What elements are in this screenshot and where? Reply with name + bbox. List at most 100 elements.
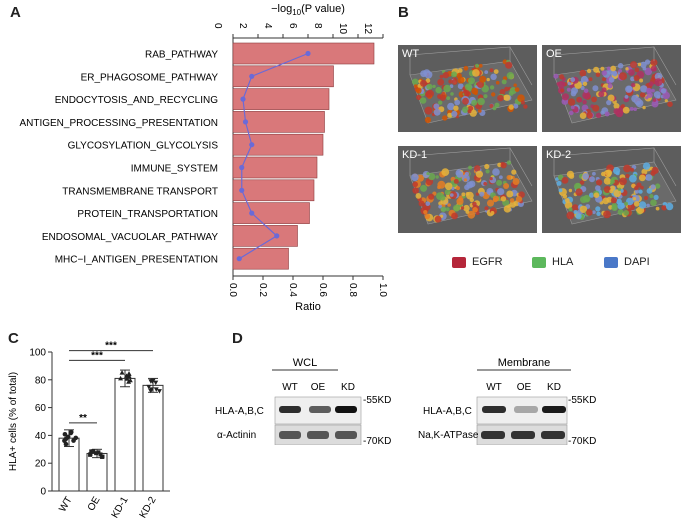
cell-blob xyxy=(463,65,469,71)
cell-blob xyxy=(439,74,444,79)
data-point xyxy=(126,371,132,376)
cell-blob xyxy=(582,100,587,105)
tile-label-kd2: KD-2 xyxy=(546,149,572,161)
cell-blob xyxy=(465,192,470,196)
cell-blob xyxy=(483,94,488,99)
cell-blob xyxy=(573,210,578,214)
pvalue-line xyxy=(238,52,309,260)
cell-blob xyxy=(420,70,427,78)
wcl-row-label-actinin: α-Actinin xyxy=(217,430,256,441)
microscopy-tile-wt: WT xyxy=(398,45,537,132)
cell-blob xyxy=(592,210,596,214)
cell-blob xyxy=(489,177,493,181)
group-bar xyxy=(142,384,164,492)
cell-blob xyxy=(426,172,430,176)
y-tick-label: 100 xyxy=(29,348,46,359)
cell-blob xyxy=(411,173,419,182)
actinin-band-kd xyxy=(335,431,357,439)
cell-blob xyxy=(640,61,647,68)
cell-blob xyxy=(491,92,496,97)
top-axis-tick-label: 12 xyxy=(362,23,373,35)
cell-blob xyxy=(660,88,667,94)
cell-blob xyxy=(441,91,446,96)
cell-blob xyxy=(610,179,615,184)
cell-blob xyxy=(588,77,593,82)
cell-blob xyxy=(638,201,647,209)
cell-blob xyxy=(463,178,468,182)
cell-blob xyxy=(575,188,583,196)
cell-blob xyxy=(654,183,661,189)
x-tick-label: KD-1 xyxy=(110,495,131,518)
cell-blob xyxy=(438,204,443,209)
wcl-actinin-bands xyxy=(279,431,357,439)
cell-blob xyxy=(592,85,599,92)
cell-blob xyxy=(509,198,515,203)
cell-blob xyxy=(617,63,624,69)
western-blot-figure: WCL WT OE KD HLA-A,B,C α-Actinin -55KD -… xyxy=(215,357,596,445)
membrane-row-label-hla: HLA-A,B,C xyxy=(423,406,472,417)
bottom-axis-tick-label: 0.0 xyxy=(227,283,238,297)
cell-blob xyxy=(639,78,644,83)
data-point xyxy=(65,434,71,440)
bottom-axis-title: Ratio xyxy=(295,301,321,313)
cell-blob xyxy=(462,97,469,105)
cell-blob xyxy=(617,209,624,216)
cell-blob xyxy=(579,180,585,185)
cell-blob xyxy=(602,197,610,205)
membrane-marker-55: -55KD xyxy=(568,395,596,406)
cell-blob xyxy=(499,175,503,180)
membrane-lane-kd: KD xyxy=(547,382,561,393)
y-axis-title: HLA+ cells (% of total) xyxy=(8,372,19,471)
top-axis-tick-label: 4 xyxy=(262,23,273,29)
ratio-bar xyxy=(232,156,318,179)
cell-blob xyxy=(495,80,500,85)
cell-blob xyxy=(508,104,514,110)
cell-blob xyxy=(484,163,490,170)
cell-blob xyxy=(517,94,525,102)
cell-blob xyxy=(425,78,431,83)
cell-blob xyxy=(461,192,466,197)
cell-blob xyxy=(603,177,611,185)
data-point xyxy=(148,388,154,394)
cell-blob xyxy=(463,89,470,97)
cell-blob xyxy=(439,195,446,201)
cell-blob xyxy=(460,206,465,210)
cell-blob xyxy=(515,196,523,203)
panel-label-d: D xyxy=(232,330,243,347)
top-axis-tick-label: 6 xyxy=(287,23,298,29)
cell-blob xyxy=(603,210,611,219)
cell-blob xyxy=(601,87,607,93)
data-point xyxy=(88,452,93,457)
cell-blob xyxy=(595,185,601,191)
cell-blob xyxy=(501,79,507,85)
ratio-bar xyxy=(232,88,330,110)
cell-blob xyxy=(609,189,614,194)
cell-blob xyxy=(494,102,500,108)
cell-blob xyxy=(434,215,442,223)
cell-blob xyxy=(634,67,640,73)
cell-blob xyxy=(606,66,611,71)
cell-blob xyxy=(415,87,422,94)
cell-blob xyxy=(511,169,517,175)
pathway-enrichment-chart: −log10(P value) 0 2 4 6 8 10 12 RAB_PATHWAY ER_PH… xyxy=(19,3,388,313)
cell-blob xyxy=(596,211,601,216)
cell-blob xyxy=(506,160,512,165)
cell-blob xyxy=(638,174,646,182)
cell-blob xyxy=(455,115,459,119)
cell-blob xyxy=(442,71,450,79)
scene-frame xyxy=(553,46,655,75)
cell-blob xyxy=(591,96,597,103)
cell-blob xyxy=(611,204,618,211)
x-tick-label: KD-2 xyxy=(138,495,159,518)
wcl-lane-oe: OE xyxy=(311,382,326,393)
scene-frame xyxy=(409,46,511,75)
pvalue-point xyxy=(249,210,255,216)
data-point xyxy=(96,450,101,455)
cell-blob xyxy=(570,105,575,110)
cell-blob xyxy=(637,62,642,67)
membrane-row-label-atpase: Na,K-ATPase xyxy=(418,430,479,441)
cell-blob xyxy=(555,177,559,181)
cell-blob xyxy=(423,210,428,215)
pathway-label: MHC−I_ANTIGEN_PRESENTATION xyxy=(55,255,218,266)
cell-blob xyxy=(598,91,605,98)
